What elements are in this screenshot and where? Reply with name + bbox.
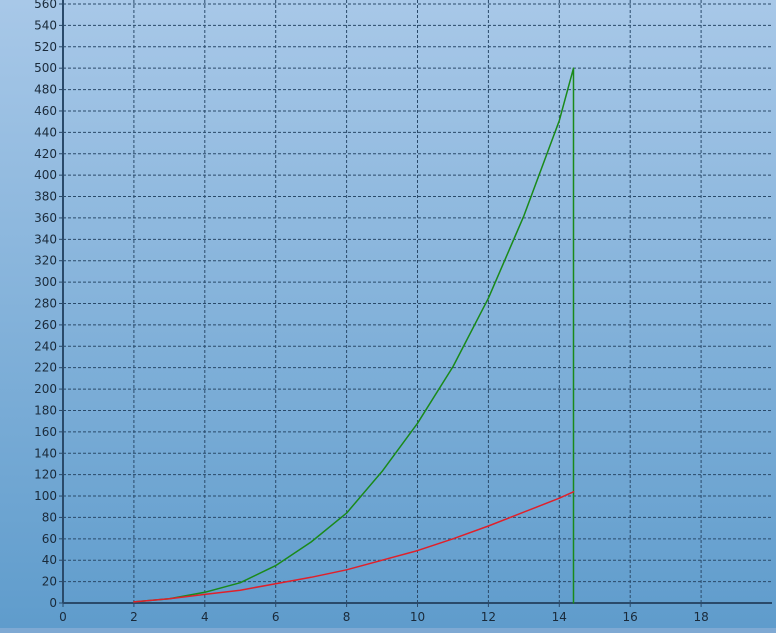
y-tick-label: 440 — [34, 125, 57, 139]
grid-lines — [63, 0, 772, 603]
y-tick-label: 340 — [34, 232, 57, 246]
y-tick-label: 20 — [42, 575, 57, 589]
y-tick-label: 400 — [34, 168, 57, 182]
y-tick-label: 100 — [34, 489, 57, 503]
y-tick-label: 240 — [34, 339, 57, 353]
y-tick-label: 560 — [34, 0, 57, 11]
x-tick-label: 14 — [552, 610, 567, 624]
y-tick-label: 300 — [34, 275, 57, 289]
x-tick-label: 10 — [410, 610, 425, 624]
y-tick-label: 320 — [34, 254, 57, 268]
axes — [59, 0, 772, 607]
y-tick-label: 180 — [34, 403, 57, 417]
y-tick-label: 120 — [34, 468, 57, 482]
y-tick-label: 160 — [34, 425, 57, 439]
x-tick-label: 12 — [481, 610, 496, 624]
y-tick-label: 540 — [34, 18, 57, 32]
y-tick-label: 280 — [34, 297, 57, 311]
x-tick-label: 8 — [343, 610, 351, 624]
y-tick-label: 60 — [42, 532, 57, 546]
tick-labels: 0204060801001201401601802002202402602803… — [34, 0, 709, 624]
y-tick-label: 40 — [42, 553, 57, 567]
y-tick-label: 520 — [34, 40, 57, 54]
series — [133, 67, 575, 604]
y-tick-label: 480 — [34, 83, 57, 97]
y-tick-label: 380 — [34, 190, 57, 204]
x-tick-label: 18 — [693, 610, 708, 624]
x-tick-label: 4 — [201, 610, 209, 624]
x-tick-label: 0 — [59, 610, 67, 624]
y-tick-label: 0 — [49, 596, 57, 610]
x-tick-label: 16 — [623, 610, 638, 624]
y-tick-label: 460 — [34, 104, 57, 118]
y-tick-label: 420 — [34, 147, 57, 161]
y-tick-label: 200 — [34, 382, 57, 396]
y-tick-label: 140 — [34, 446, 57, 460]
y-tick-label: 220 — [34, 361, 57, 375]
y-tick-label: 360 — [34, 211, 57, 225]
y-tick-label: 80 — [42, 510, 57, 524]
series-line-1 — [133, 491, 575, 603]
x-tick-label: 6 — [272, 610, 280, 624]
series-line-0 — [133, 67, 575, 604]
y-tick-label: 260 — [34, 318, 57, 332]
x-tick-label: 2 — [130, 610, 138, 624]
y-tick-label: 500 — [34, 61, 57, 75]
